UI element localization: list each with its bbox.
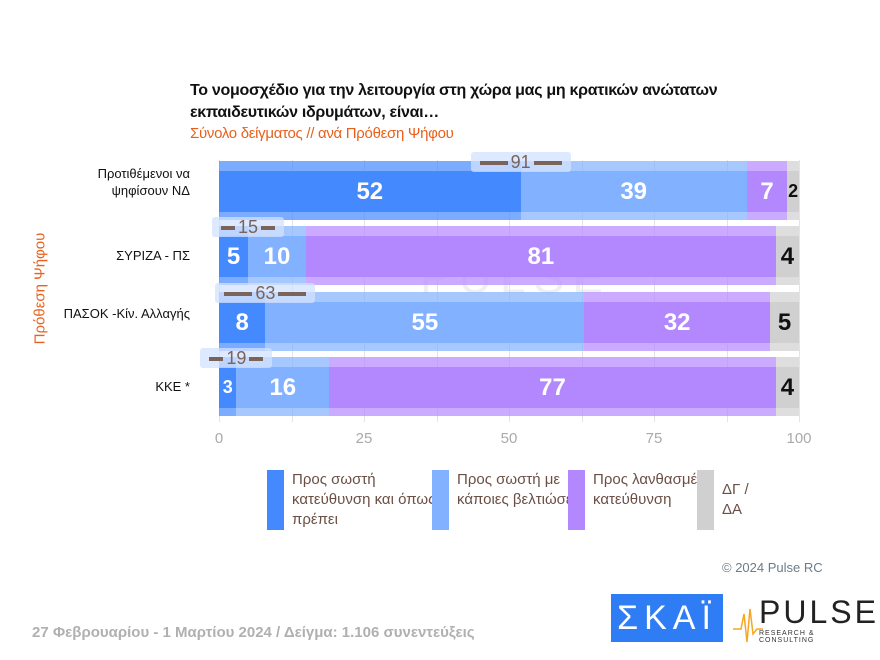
subtotal-label: 63: [215, 283, 316, 303]
legend-label: ΔΓ / ΔΑ: [722, 481, 749, 518]
category-label: ΚΚΕ *: [155, 378, 190, 394]
x-tick-label: 25: [355, 430, 373, 447]
bar-segment: [775, 367, 799, 408]
legend-item: Προς λανθασμένη κατεύθυνση: [568, 470, 718, 530]
subtotal-value: 19: [226, 348, 247, 368]
bar-segment: [219, 171, 521, 212]
gridline: [509, 160, 510, 422]
copyright: © 2024 Pulse RC: [722, 560, 823, 575]
bar-segment: [787, 171, 799, 212]
category-label: ΠΑΣΟΚ -Κίν. Αλλαγής: [63, 305, 190, 321]
gridline: [654, 160, 655, 422]
legend-swatch: [267, 470, 284, 530]
bar-value-label: 39: [620, 177, 648, 205]
bar-value-label: 7: [760, 177, 774, 205]
x-tick-label: 50: [500, 430, 518, 447]
bar-value-label: 52: [356, 177, 384, 205]
bar-segment: [236, 367, 330, 408]
pulse-wave-icon: [733, 608, 763, 643]
legend-swatch: [432, 470, 449, 530]
legend-label: Προς σωστή με κάποιες βελτιώσεις: [457, 471, 584, 508]
x-tick-label: 0: [214, 430, 224, 447]
bar-value-label: 16: [269, 373, 297, 401]
gridline: [436, 160, 438, 422]
legend-item: Προς σωστή κατεύθυνση και όπως πρέπει: [267, 470, 452, 530]
category-label: ΣΥΡΙΖΑ - ΠΣ: [116, 247, 190, 263]
bar-segment: [584, 302, 770, 343]
bar-value-label: 81: [527, 242, 555, 270]
gridline: [581, 160, 583, 422]
bar-segment: [219, 367, 237, 408]
gridline: [726, 160, 728, 422]
bar-segment: [520, 171, 747, 212]
chart-title: Το νομοσχέδιο για την λειτουργία στη χώρ…: [190, 82, 718, 121]
bar-segment: [248, 236, 306, 277]
subtotal-value: 91: [510, 152, 531, 172]
bar-value-label: 10: [263, 242, 291, 270]
bar-segment: [306, 236, 776, 277]
x-tick-label: 75: [645, 430, 663, 447]
y-axis-title: Πρόθεση Ψήφου: [31, 232, 49, 345]
legend-item: ΔΓ / ΔΑ: [697, 470, 762, 530]
bar-value-label: 4: [780, 242, 795, 270]
subtotal-value: 63: [255, 283, 276, 303]
subtotal-label: 15: [212, 217, 285, 237]
bar-segment: [219, 302, 266, 343]
bar-value-label: 5: [777, 308, 792, 336]
skai-logo: ΣΚΑΪ: [611, 594, 723, 642]
bar-value-label: 2: [788, 181, 799, 201]
subtotal-value: 15: [238, 217, 259, 237]
bar-value-label: 5: [226, 242, 241, 270]
bar-segment: [329, 367, 776, 408]
gridline: [799, 160, 800, 422]
bar-value-label: 4: [780, 373, 795, 401]
category-label: Προτιθέμενοι να ψηφίσουν ΝΔ: [97, 165, 190, 198]
bar-segment: [265, 302, 585, 343]
legend-label: Προς σωστή κατεύθυνση και όπως πρέπει: [292, 471, 436, 528]
bar-value-label: 55: [411, 308, 439, 336]
bar-segment: [770, 302, 799, 343]
x-tick-label: 100: [786, 430, 812, 447]
bar-value-label: 77: [539, 373, 566, 401]
legend-item: Προς σωστή με κάποιες βελτιώσεις: [432, 470, 587, 530]
bar-value-label: 32: [663, 308, 691, 336]
subtotal-label: 19: [200, 348, 273, 368]
pulse-logo: PULSE RESEARCH & CONSULTING: [733, 594, 876, 644]
legend-swatch: [697, 470, 714, 530]
bar-segment: [746, 171, 788, 212]
bar-value-label: 3: [222, 377, 233, 397]
bar-value-label: 8: [235, 308, 249, 336]
bar-segment: [219, 236, 248, 277]
chart-subtitle: Σύνολο δείγματος // ανά Πρόθεση Ψήφου: [190, 125, 454, 142]
bar-segment: [775, 236, 799, 277]
legend-label: Προς λανθασμένη κατεύθυνση: [593, 471, 713, 508]
footer-note: 27 Φεβρουαρίου - 1 Μαρτίου 2024 / Δείγμα…: [32, 624, 475, 641]
subtotal-label: 91: [470, 152, 571, 172]
legend-swatch: [568, 470, 585, 530]
gridline: [364, 160, 365, 422]
